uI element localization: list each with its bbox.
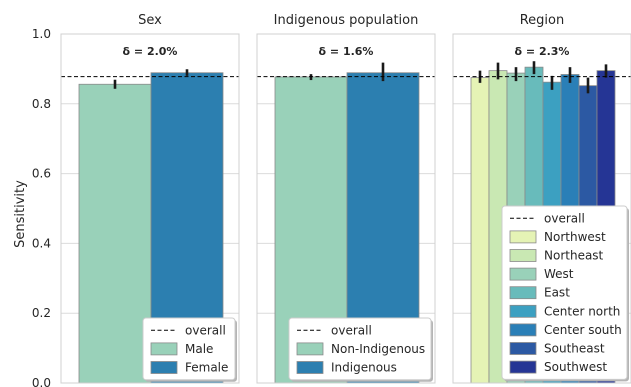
- panel-border: [60, 33, 240, 384]
- legend-label: overall: [185, 323, 226, 337]
- legend-label: Center north: [544, 304, 620, 318]
- legend-swatch: [509, 323, 537, 337]
- legend-swatch: [509, 360, 537, 374]
- legend-box: [288, 317, 432, 381]
- legend-swatch: [509, 230, 537, 244]
- legend: overall Male Female: [142, 317, 237, 382]
- legend-label: Northwest: [544, 230, 606, 244]
- legend-swatch: [150, 361, 178, 374]
- panel-1: Sex δ = 2.0% overall Male Female: [60, 13, 240, 384]
- panel-3: Region δ = 2.3% overall Northwest Northeast W…: [452, 13, 631, 384]
- panel-title: Sex: [138, 13, 162, 28]
- legend-swatch: [509, 342, 537, 355]
- legend-label: overall: [544, 211, 585, 225]
- legend-label: Male: [185, 342, 213, 356]
- bar-male: [78, 83, 152, 384]
- panel-title: Indigenous population: [274, 13, 419, 28]
- legend-label: West: [544, 267, 574, 281]
- legend-label: overall: [331, 323, 372, 337]
- legend-swatch: [509, 286, 537, 300]
- panel-border: [452, 33, 631, 384]
- bar-northwest: [470, 77, 490, 384]
- y-tick-label: 0.0: [32, 376, 51, 387]
- y-tick-label: 0.4: [32, 236, 51, 250]
- y-tick-label: 0.2: [32, 306, 51, 320]
- legend-swatch: [509, 304, 537, 318]
- legend: overall Non-Indigenous Indigenous: [288, 317, 433, 382]
- y-tick-label: 1.0: [32, 27, 51, 41]
- legend-swatch: [150, 342, 178, 356]
- y-tick-label: 0.8: [32, 97, 51, 111]
- legend-swatch: [509, 267, 537, 281]
- delta-label: δ = 1.6%: [319, 45, 374, 58]
- delta-label: δ = 2.0%: [123, 45, 178, 58]
- legend-label: Southwest: [544, 360, 607, 374]
- legend-swatch: [296, 342, 324, 356]
- panel-border: [256, 33, 436, 384]
- legend: overall Northwest Northeast West East Center …: [501, 205, 629, 382]
- panel-2: Indigenous population δ = 1.6% overall Non-…: [256, 13, 436, 384]
- legend-label: Center south: [544, 323, 622, 337]
- y-axis-label: Sensitivity: [13, 180, 28, 248]
- legend-label: Southeast: [544, 342, 605, 356]
- delta-label: δ = 2.3%: [515, 45, 570, 58]
- y-tick-label: 0.6: [32, 167, 51, 181]
- legend-label: Non-Indigenous: [331, 342, 425, 356]
- legend-label: Indigenous: [331, 361, 397, 375]
- panels: 0.0 0.2 0.4 0.6 0.8 1.0 Sex δ = 2.0% overall Male…: [32, 13, 631, 387]
- legend-swatch: [509, 249, 537, 262]
- panel-title: Region: [520, 13, 565, 28]
- legend-label: East: [544, 286, 570, 300]
- legend-label: Northeast: [544, 249, 604, 263]
- legend-label: Female: [185, 361, 228, 375]
- legend-swatch: [296, 361, 324, 374]
